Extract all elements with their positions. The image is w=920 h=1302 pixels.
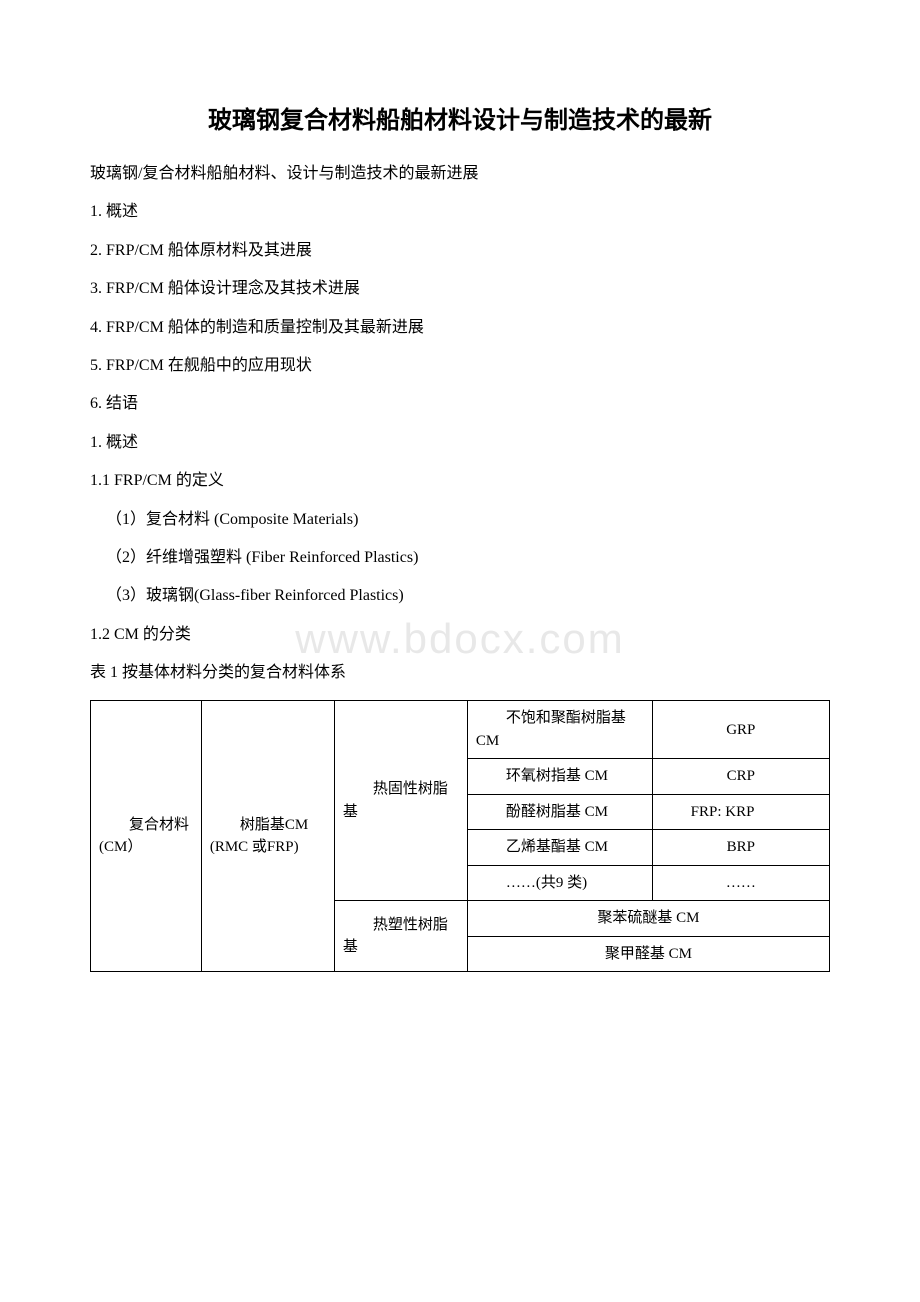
section-1-heading: 1. 概述 [90, 424, 830, 462]
cell-ellipsis: …… [652, 865, 829, 901]
cell-pps: 聚苯硫醚基 CM [467, 901, 829, 937]
cell-thermoplastic: 热塑性树脂基 [334, 901, 467, 972]
cell-resin-base: 树脂基CM(RMC 或FRP) [201, 701, 334, 972]
toc-item-4: 4. FRP/CM 船体的制造和质量控制及其最新进展 [90, 309, 830, 347]
table-row: 复合材料(CM） 树脂基CM(RMC 或FRP) 热固性树脂基 不饱和聚酯树脂基… [91, 701, 830, 759]
section-1-2-heading: 1.2 CM 的分类 [90, 616, 830, 654]
cell-vinyl-ester: 乙烯基酯基 CM [467, 830, 652, 866]
cell-brp: BRP [652, 830, 829, 866]
definition-3: （3）玻璃钢(Glass-fiber Reinforced Plastics) [90, 577, 830, 615]
toc-item-6: 6. 结语 [90, 385, 830, 423]
cell-cm: 复合材料(CM） [91, 701, 202, 972]
cell-unsaturated-polyester: 不饱和聚酯树脂基CM [467, 701, 652, 759]
cell-9-types: ……(共9 类) [467, 865, 652, 901]
document-content: 玻璃钢复合材料船舶材料设计与制造技术的最新 玻璃钢/复合材料船舶材料、设计与制造… [90, 100, 830, 972]
toc-item-2: 2. FRP/CM 船体原材料及其进展 [90, 232, 830, 270]
cell-pom: 聚甲醛基 CM [467, 936, 829, 972]
subtitle-line: 玻璃钢/复合材料船舶材料、设计与制造技术的最新进展 [90, 155, 830, 193]
definition-2: （2）纤维增强塑料 (Fiber Reinforced Plastics) [90, 539, 830, 577]
cell-frp-krp: FRP: KRP [652, 794, 829, 830]
cell-thermoset: 热固性树脂基 [334, 701, 467, 901]
section-1-1-heading: 1.1 FRP/CM 的定义 [90, 462, 830, 500]
toc-item-3: 3. FRP/CM 船体设计理念及其技术进展 [90, 270, 830, 308]
definition-1: （1）复合材料 (Composite Materials) [90, 501, 830, 539]
page-title: 玻璃钢复合材料船舶材料设计与制造技术的最新 [90, 100, 830, 135]
classification-table: 复合材料(CM） 树脂基CM(RMC 或FRP) 热固性树脂基 不饱和聚酯树脂基… [90, 700, 830, 972]
cell-phenolic: 酚醛树脂基 CM [467, 794, 652, 830]
cell-epoxy: 环氧树指基 CM [467, 759, 652, 795]
cell-crp: CRP [652, 759, 829, 795]
cell-grp: GRP [652, 701, 829, 759]
toc-item-5: 5. FRP/CM 在舰船中的应用现状 [90, 347, 830, 385]
table-1-caption: 表 1 按基体材料分类的复合材料体系 [90, 654, 830, 692]
toc-item-1: 1. 概述 [90, 193, 830, 231]
